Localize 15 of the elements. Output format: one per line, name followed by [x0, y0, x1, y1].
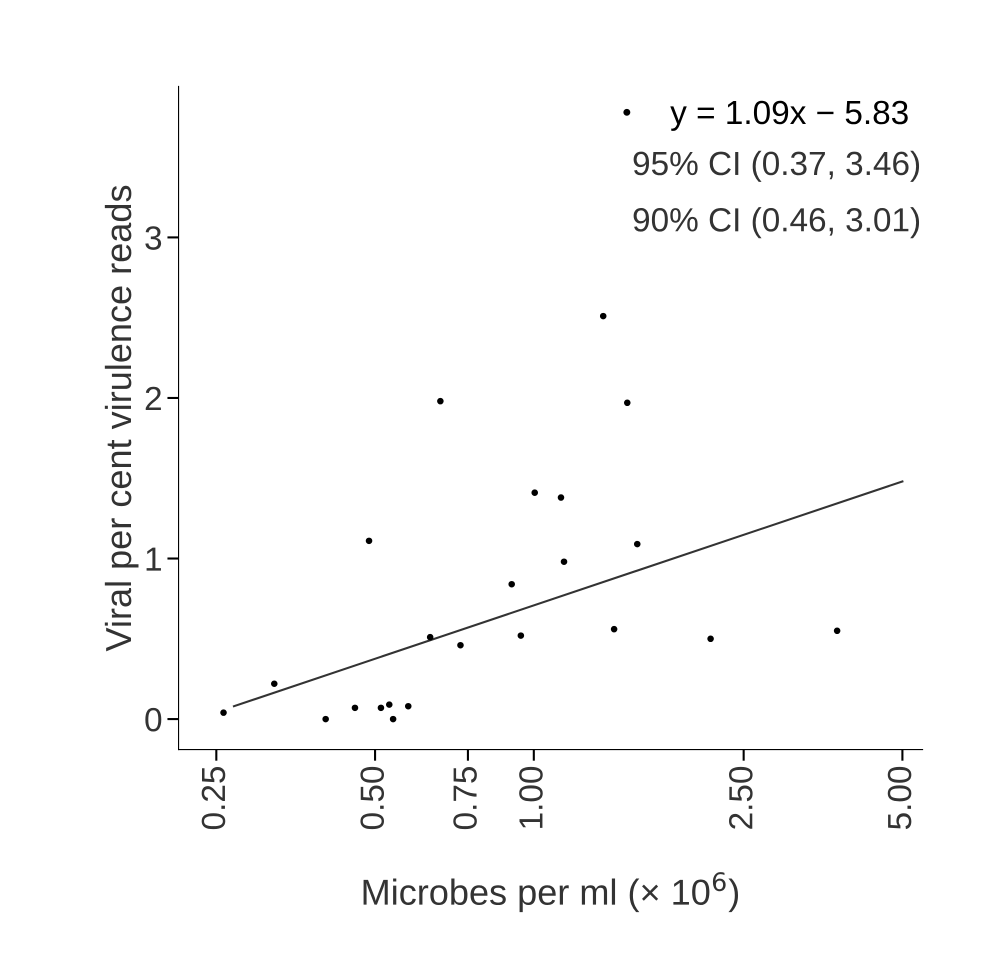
x-tick-label: 0.25: [202, 766, 226, 830]
x-tick-label: 0.50: [360, 766, 384, 830]
y-axis-title: Viral per cent virulence reads: [104, 186, 138, 652]
x-tick-label: 1.00: [519, 766, 543, 828]
y-tick-label: 1: [146, 548, 161, 571]
annotation: 90% CI (0.46, 3.01): [634, 207, 920, 238]
x-tick-label: 0.75: [453, 766, 477, 830]
legend-label: y = 1.09x − 5.83: [670, 100, 908, 131]
x-tick-label: 2.50: [729, 766, 753, 829]
annotation: 95% CI (0.37, 3.46): [634, 150, 920, 182]
y-tick-label: 2: [146, 386, 161, 410]
x-axis-title: Microbes per ml (× 10$^{6}$): [364, 872, 738, 912]
y-tick-label: 3: [145, 226, 162, 250]
x-tick-label: 5.00: [888, 766, 912, 830]
y-tick-label: 0: [145, 708, 162, 732]
